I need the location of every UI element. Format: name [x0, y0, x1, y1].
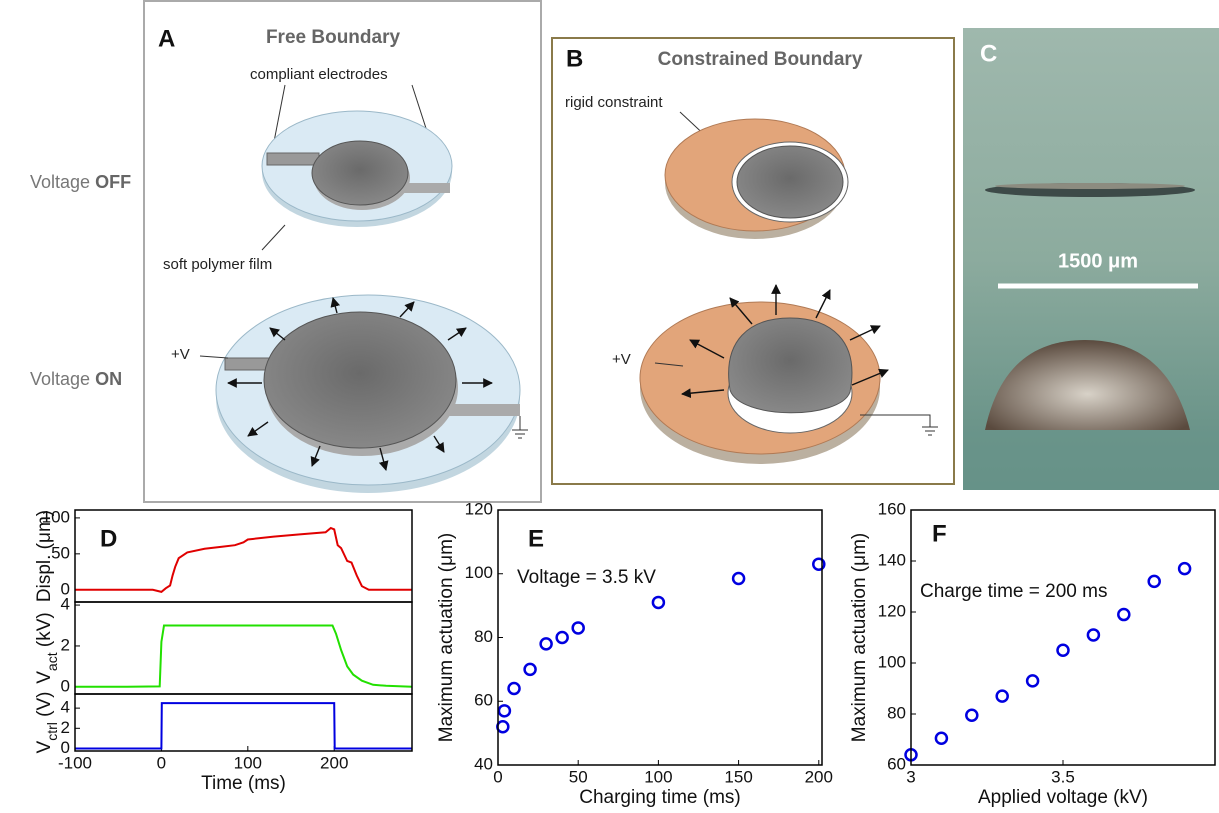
data-point	[965, 708, 979, 723]
x-tick-label: 3.5	[1051, 767, 1075, 786]
y-axis-label-part: V	[34, 740, 55, 753]
y-tick-label: 0	[61, 579, 70, 598]
data-point	[539, 637, 553, 651]
annotation: Voltage = 3.5 kV	[517, 567, 656, 588]
x-axis-label: Charging time (ms)	[579, 787, 741, 808]
data-line	[75, 702, 412, 750]
y-tick-label: 80	[474, 627, 493, 646]
data-line	[75, 526, 412, 593]
panel-label: A	[158, 25, 175, 52]
data-point	[555, 630, 569, 645]
y-axis-label-part: act	[44, 652, 60, 671]
x-axis-label: Time (ms)	[201, 773, 286, 794]
panel-label: D	[100, 525, 117, 552]
y-tick-label: 40	[474, 754, 493, 773]
data-point	[995, 689, 1009, 703]
x-tick-label: 0	[157, 753, 166, 772]
data-point	[571, 621, 585, 635]
annotation: +V	[612, 351, 631, 368]
y-axis-label: Vact (kV)	[34, 612, 60, 683]
data-point	[1177, 561, 1192, 576]
x-tick-label: 50	[569, 767, 588, 786]
annotation: Charge time = 200 ms	[920, 581, 1107, 602]
panel-label: E	[528, 525, 544, 552]
y-tick-label: 80	[887, 703, 906, 722]
data-point	[523, 662, 537, 677]
panel-label: F	[932, 520, 947, 547]
data-point	[651, 595, 666, 610]
y-tick-label: 100	[465, 563, 493, 582]
y-axis-label: Displ. (μm)	[34, 510, 55, 602]
annotation: rigid constraint	[565, 94, 663, 111]
panel-title: Constrained Boundary	[658, 49, 863, 70]
y-axis-label-part: Maximum actuation (μm)	[436, 533, 457, 742]
x-tick-label: 0	[493, 767, 502, 786]
plot-frame	[497, 509, 823, 766]
data-point	[1147, 574, 1161, 589]
x-axis-label: Applied voltage (kV)	[978, 787, 1148, 808]
x-tick-label: 100	[644, 767, 672, 786]
panel-label: B	[566, 45, 583, 72]
row-label: Voltage OFF	[30, 172, 131, 192]
data-point	[1086, 628, 1101, 642]
data-point	[1117, 607, 1131, 622]
y-tick-label: 0	[61, 738, 70, 757]
data-line	[75, 624, 413, 688]
y-tick-label: 4	[61, 698, 70, 717]
y-axis-label-part: (V)	[34, 692, 55, 723]
data-point	[496, 720, 510, 734]
y-axis-label: Vctrl (V)	[34, 692, 60, 754]
y-axis-label-part: Maximum actuation (μm)	[849, 533, 870, 742]
data-point	[1056, 643, 1070, 657]
y-tick-label: 160	[878, 499, 906, 518]
panel-label: C	[980, 40, 997, 67]
panel-b: B Constrained Boundary rigid constraint …	[551, 37, 955, 485]
x-tick-label: -100	[58, 753, 92, 772]
scale-label: 1500 μm	[1058, 250, 1138, 272]
panel-title: Free Boundary	[266, 27, 401, 48]
x-tick-label: 100	[234, 753, 262, 772]
annotation: soft polymer film	[163, 256, 272, 273]
data-point	[507, 681, 521, 696]
y-tick-label: 50	[51, 543, 70, 562]
data-point	[731, 571, 746, 586]
plot-frame	[74, 693, 413, 752]
y-axis-label-part: V	[34, 671, 55, 684]
data-point	[497, 704, 512, 718]
y-tick-label: 0	[61, 676, 70, 695]
y-tick-label: 100	[42, 507, 70, 526]
plot-frame	[74, 509, 413, 603]
x-tick-label: 150	[724, 767, 752, 786]
y-tick-label: 120	[878, 601, 906, 620]
x-tick-label: 200	[320, 753, 348, 772]
data-point	[812, 557, 826, 571]
x-tick-label: 3	[906, 767, 915, 786]
y-tick-label: 2	[61, 635, 70, 654]
y-tick-label: 140	[878, 550, 906, 569]
panel-a: A Free Boundary compliant electrodes sof…	[143, 0, 542, 503]
y-tick-label: 4	[61, 595, 70, 614]
plot-frame	[910, 509, 1216, 766]
data-point	[934, 731, 949, 745]
y-axis-label-part: (kV)	[34, 612, 55, 652]
y-axis-label-part: ctrl	[44, 722, 60, 741]
y-tick-label: 60	[474, 691, 493, 710]
annotation: compliant electrodes	[250, 66, 388, 83]
y-axis-label-part: Displ. (μm)	[34, 510, 55, 602]
row-label: Voltage ON	[30, 369, 122, 389]
panel-c: C 1500 μm	[963, 28, 1219, 490]
y-tick-label: 2	[61, 718, 70, 737]
y-tick-label: 60	[887, 754, 906, 773]
x-tick-label: 200	[805, 767, 833, 786]
y-axis-label: Maximum actuation (μm)	[436, 533, 457, 742]
y-tick-label: 100	[878, 652, 906, 671]
annotation: +V	[171, 346, 190, 363]
data-point	[1025, 674, 1040, 688]
y-tick-label: 120	[465, 499, 493, 518]
y-axis-label: Maximum actuation (μm)	[849, 533, 870, 742]
